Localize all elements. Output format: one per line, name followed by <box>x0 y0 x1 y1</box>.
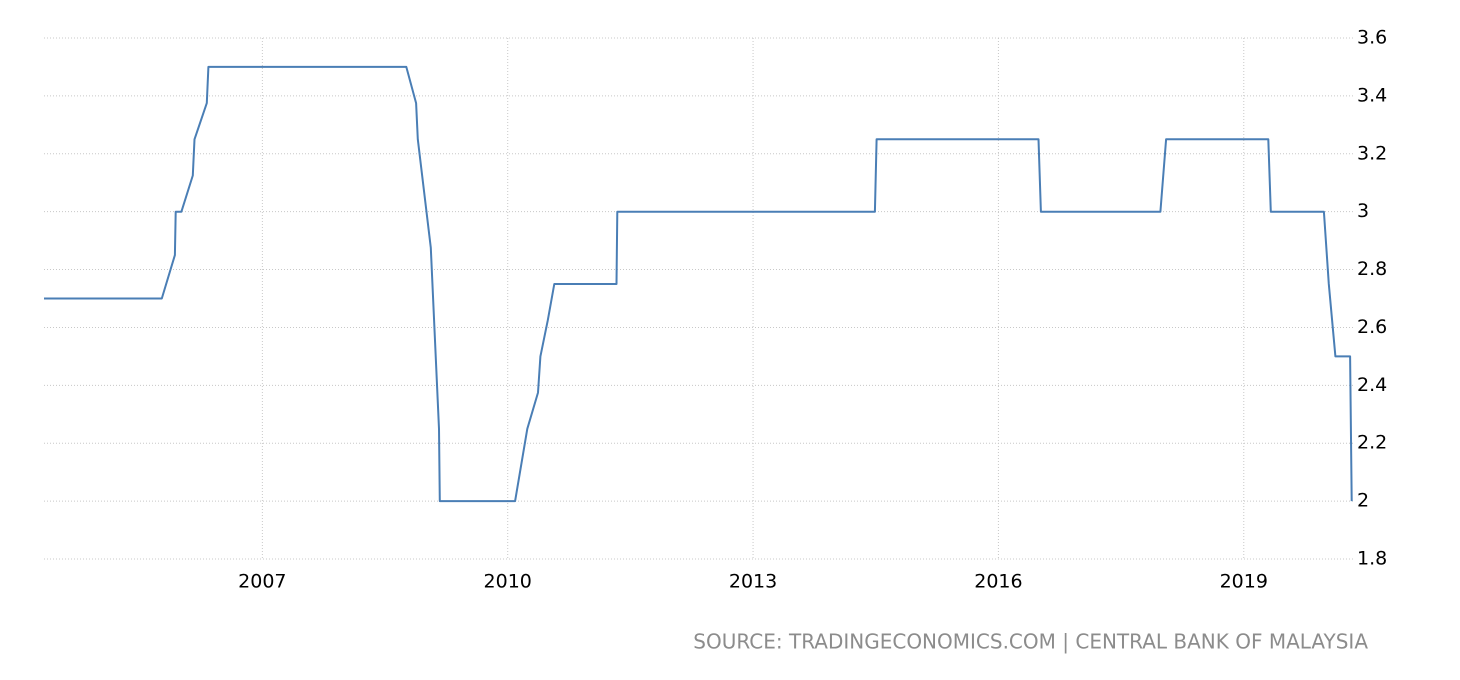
source-note: SOURCE: TRADINGECONOMICS.COM | CENTRAL B… <box>693 630 1368 654</box>
y-tick-label: 3.6 <box>1357 27 1387 49</box>
y-tick-label: 2.4 <box>1357 374 1387 396</box>
y-tick-label: 3.2 <box>1357 142 1387 164</box>
x-tick-label: 2010 <box>484 571 532 593</box>
y-tick-label: 2.2 <box>1357 432 1387 454</box>
y-tick-label: 3.4 <box>1357 84 1387 106</box>
y-tick-label: 2.8 <box>1357 258 1387 280</box>
x-tick-label: 2019 <box>1220 571 1268 593</box>
data-line <box>44 65 1353 503</box>
y-tick-label: 1.8 <box>1357 548 1387 570</box>
x-tick-label: 2016 <box>974 571 1022 593</box>
y-tick-label: 3 <box>1357 200 1369 222</box>
x-tick-label: 2013 <box>729 571 777 593</box>
y-tick-label: 2 <box>1357 490 1369 512</box>
x-tick-label: 2007 <box>238 571 286 593</box>
y-tick-label: 2.6 <box>1357 316 1387 338</box>
